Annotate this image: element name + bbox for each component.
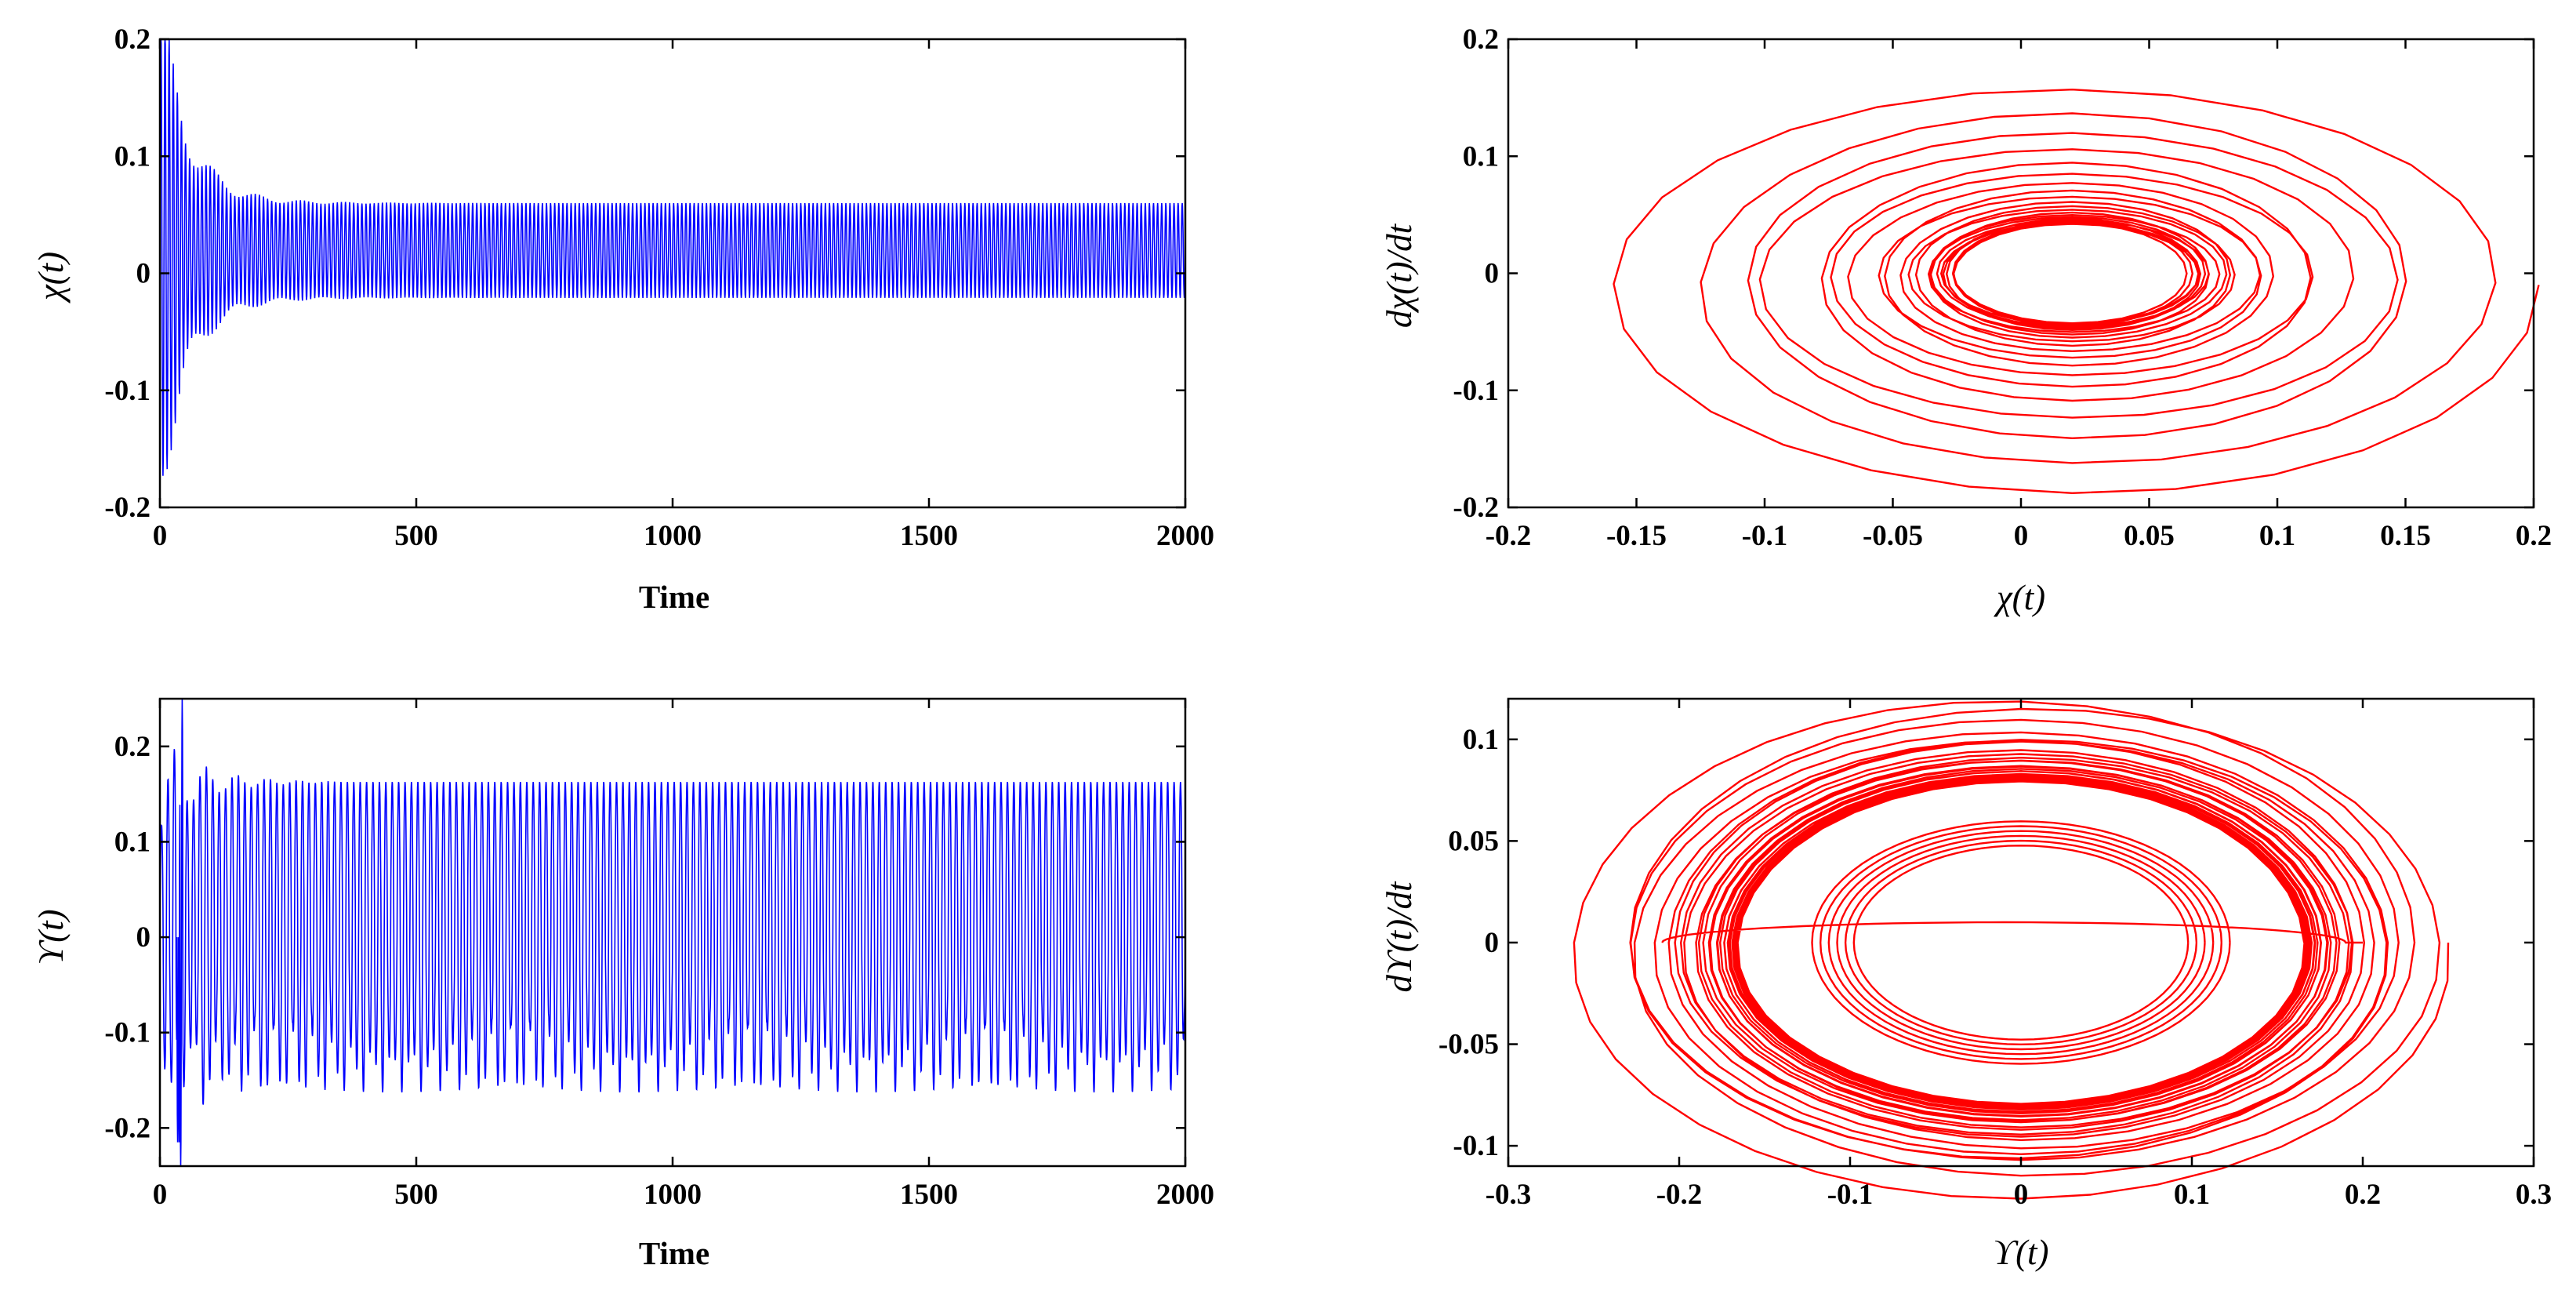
x-tick-label: 0	[153, 520, 168, 552]
chi-phase-trajectory-line	[1613, 88, 2540, 495]
x-tick-label: -0.05	[1863, 520, 1923, 552]
x-tick-label: 0.1	[2174, 1179, 2210, 1211]
x-tick-label: 0.1	[2259, 520, 2295, 552]
y-tick-label: -0.1	[104, 1017, 151, 1049]
x-tick-label: 1500	[900, 520, 958, 552]
y-tick-label: 0	[136, 258, 151, 290]
x-tick-label: 0	[153, 1179, 168, 1211]
y-tick-label: 0.1	[114, 826, 151, 858]
x-tick-label: -0.1	[1827, 1179, 1874, 1211]
y-tick-label: -0.05	[1439, 1029, 1499, 1061]
y-axis-label-chi-phase: dχ(t)/dt	[1380, 223, 1419, 328]
axes-frame-chi-phase	[1507, 38, 2535, 509]
y-ticks-upsilon-time: -0.2 -0.1 0 0.1 0.2	[104, 731, 1185, 1144]
x-ticks-chi-phase: -0.2 -0.15 -0.1 -0.05 0 0.05 0.1 0.15 0.2	[1486, 39, 2552, 552]
x-ticks-chi-time: 0 500 1000 1500 2000	[153, 39, 1214, 552]
y-tick-label: -0.1	[1453, 375, 1499, 407]
plot-area-chi-phase	[1613, 88, 2540, 495]
x-tick-label: 1000	[644, 520, 702, 552]
panel-chi-time: 0 500 1000 1500 2000 -0.2 -0.1 0 0.1 0.2 Time χ(…	[31, 24, 1214, 615]
x-tick-label: 0	[2014, 520, 2029, 552]
y-tick-label: 0.2	[1463, 24, 1499, 56]
x-tick-label: 1500	[900, 1179, 958, 1211]
plot-area-chi-time	[159, 38, 1186, 476]
x-tick-label: 0.2	[2516, 520, 2552, 552]
x-tick-label: 2000	[1156, 520, 1214, 552]
x-tick-label: 0.05	[2124, 520, 2175, 552]
x-tick-label: 2000	[1156, 1179, 1214, 1211]
y-axis-label-chi-time: χ(t)	[31, 252, 71, 303]
x-tick-label: -0.2	[1656, 1179, 1703, 1211]
y-axis-label-upsilon-time: ϒ(t)	[31, 909, 71, 965]
y-tick-label: 0.1	[1463, 140, 1499, 173]
x-ticks-upsilon-phase: -0.3 -0.2 -0.1 0 0.1 0.2 0.3	[1486, 699, 2552, 1211]
y-tick-label: 0	[1485, 927, 1500, 959]
panel-upsilon-phase: -0.3 -0.2 -0.1 0 0.1 0.2 0.3 -0.1 -0.05 0 0.05 0.1…	[1380, 697, 2552, 1272]
upsilon-time-series-line	[159, 698, 1186, 1167]
x-tick-label: 500	[394, 1179, 438, 1211]
y-ticks-chi-phase: -0.2 -0.1 0 0.1 0.2	[1453, 24, 2534, 524]
upsilon-phase-trajectory-line	[1573, 700, 2450, 1200]
x-tick-label: 0	[2014, 1179, 2029, 1211]
y-tick-label: -0.1	[1453, 1130, 1499, 1162]
y-tick-label: 0.05	[1448, 825, 1499, 857]
x-tick-label: -0.1	[1742, 520, 1788, 552]
y-tick-label: 0	[1485, 258, 1500, 290]
x-axis-label-chi-phase: χ(t)	[1994, 578, 2045, 617]
y-tick-label: 0.2	[114, 24, 151, 56]
x-tick-label: 1000	[644, 1179, 702, 1211]
y-tick-label: -0.2	[104, 492, 151, 524]
y-axis-label-upsilon-phase: dϒ(t)/dt	[1380, 881, 1419, 993]
y-tick-label: 0.1	[114, 140, 151, 173]
y-tick-label: -0.1	[104, 375, 151, 407]
y-tick-label: 0	[136, 921, 151, 954]
y-tick-label: -0.2	[1453, 492, 1499, 524]
y-ticks-upsilon-phase: -0.1 -0.05 0 0.05 0.1	[1439, 724, 2534, 1162]
panel-upsilon-time: 0 500 1000 1500 2000 -0.2 -0.1 0 0.1 0.2 Time ϒ(…	[31, 697, 1214, 1271]
y-tick-label: 0.2	[114, 731, 151, 763]
x-axis-label-upsilon-phase: ϒ(t)	[1993, 1233, 2048, 1272]
y-ticks-chi-time: -0.2 -0.1 0 0.1 0.2	[104, 24, 1185, 524]
x-axis-label-chi-time: Time	[639, 579, 709, 615]
x-tick-label: -0.2	[1486, 520, 1532, 552]
x-tick-label: -0.3	[1486, 1179, 1532, 1211]
x-tick-label: 0.3	[2516, 1179, 2552, 1211]
y-tick-label: 0.1	[1463, 724, 1499, 756]
panel-chi-phase: -0.2 -0.15 -0.1 -0.05 0 0.05 0.1 0.15 0.2 -0.2-0…	[1380, 24, 2552, 617]
x-tick-label: -0.15	[1606, 520, 1667, 552]
chi-time-series-line	[159, 38, 1186, 476]
x-ticks-upsilon-time: 0 500 1000 1500 2000	[153, 699, 1214, 1211]
y-tick-label: -0.2	[104, 1112, 151, 1144]
x-tick-label: 500	[394, 520, 438, 552]
x-axis-label-upsilon-time: Time	[639, 1235, 709, 1271]
x-tick-label: 0.2	[2345, 1179, 2381, 1211]
plot-area-upsilon-phase	[1573, 700, 2450, 1200]
plot-area-upsilon-time	[159, 698, 1186, 1167]
x-tick-label: 0.15	[2380, 520, 2431, 552]
